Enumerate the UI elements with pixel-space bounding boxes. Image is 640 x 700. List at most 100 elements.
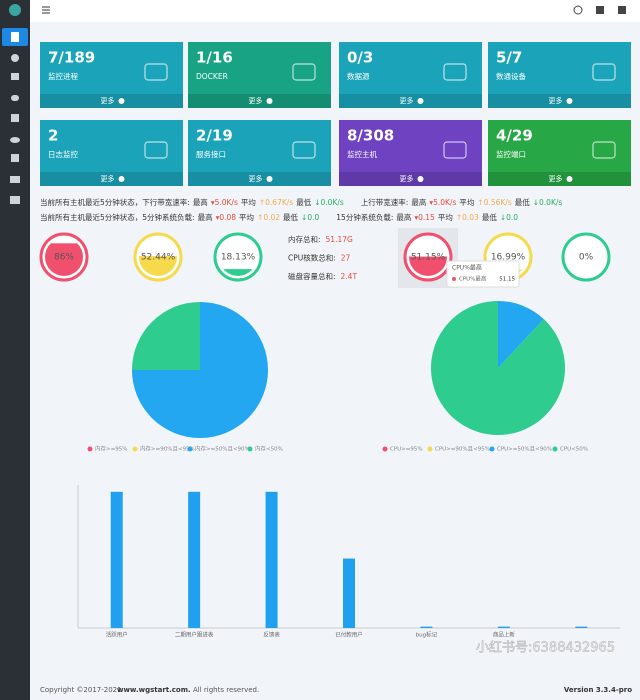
gauge-bg	[561, 232, 611, 282]
nav-icon[interactable]	[11, 114, 19, 122]
card-label: DOCKER	[196, 72, 228, 81]
tooltip-dot	[452, 277, 456, 281]
stat-text: 最低	[296, 198, 312, 207]
x-tick-label: bug标记	[416, 631, 438, 639]
legend-dot	[427, 446, 433, 452]
card[interactable]	[188, 42, 331, 108]
card-more[interactable]: 更多	[549, 96, 563, 105]
nav-icon[interactable]	[11, 95, 19, 101]
card-icon	[292, 141, 316, 159]
nav-icon[interactable]	[11, 73, 19, 80]
nav-icon[interactable]	[10, 196, 20, 204]
card-more[interactable]: 更多	[101, 96, 115, 105]
card[interactable]	[40, 42, 183, 108]
more-icon	[417, 176, 424, 182]
topbar	[30, 0, 640, 22]
nav-icon[interactable]	[10, 176, 20, 183]
card-label: 监控端口	[496, 149, 526, 159]
stat-text: 最低	[514, 198, 530, 207]
card-more[interactable]: 更多	[249, 96, 263, 105]
user-icon[interactable]	[573, 5, 583, 15]
gauge-fill	[45, 243, 83, 276]
stat-text: 上行带宽速率:	[360, 198, 409, 207]
legend-label[interactable]: 内存>=90%且<95%	[140, 445, 195, 453]
card-more[interactable]: 更多	[101, 174, 115, 183]
site-link[interactable]: www.wgstart.com.	[117, 686, 191, 694]
gauge-label: 51.15%	[411, 253, 446, 263]
card-value: 2	[48, 127, 58, 145]
bar	[420, 626, 433, 628]
gauge-fill	[139, 256, 177, 276]
pie-slice	[431, 301, 566, 435]
card-label: 监控进程	[48, 71, 78, 81]
legend-label[interactable]: CPU>=50%且<90%	[497, 446, 552, 453]
nav-icon	[11, 32, 19, 42]
tooltip-title: CPU%最高	[452, 264, 482, 272]
card[interactable]	[488, 42, 631, 108]
card-footer	[339, 172, 482, 186]
card-value: 7/189	[48, 49, 95, 67]
card-more[interactable]: 更多	[400, 174, 414, 183]
legend-label[interactable]: CPU>=90%且<95%	[435, 446, 490, 453]
stat-text: 5.0K/s	[429, 198, 456, 207]
nav-icon[interactable]	[11, 154, 19, 162]
card[interactable]	[339, 120, 482, 186]
watermark: 小红书号:6388432965	[476, 640, 615, 656]
legend-dot	[489, 446, 495, 452]
stat-text: 0.0	[500, 213, 518, 222]
card-label: 数通设备	[496, 71, 526, 81]
card-footer	[188, 94, 331, 108]
nav-icon[interactable]	[10, 137, 20, 143]
legend-dot	[132, 446, 138, 452]
card-value: 5/7	[496, 49, 522, 67]
legend-label[interactable]: 内存<50%	[255, 445, 283, 453]
legend-label[interactable]: CPU>=95%	[390, 447, 423, 453]
legend-label[interactable]: CPU<50%	[560, 447, 588, 453]
rights: All rights reserved.	[193, 686, 259, 694]
menu-button[interactable]	[42, 6, 50, 14]
pie-slice	[132, 302, 200, 370]
more-icon	[118, 176, 125, 182]
gauge-fill	[219, 269, 257, 276]
exit-icon[interactable]	[618, 6, 626, 14]
card-more[interactable]: 更多	[549, 174, 563, 183]
card-icon	[292, 63, 316, 81]
stat-text: 0.08	[216, 213, 236, 222]
tooltip-value: 51.15	[499, 277, 515, 283]
nav-icon[interactable]	[11, 54, 19, 62]
total-label: CPU核数总和:	[288, 253, 336, 263]
stat-text: 平均	[239, 213, 255, 222]
tooltip	[446, 260, 520, 288]
x-tick-label: 反馈表	[263, 631, 280, 639]
tooltip-name: CPU%最高	[459, 275, 487, 283]
stat-text: 0.03	[456, 213, 479, 222]
more-icon	[566, 176, 573, 182]
gauge-label: 52.44%	[141, 253, 176, 263]
bar	[265, 491, 278, 628]
bar	[110, 491, 123, 628]
stat-text: 最低	[283, 213, 299, 222]
card[interactable]	[339, 42, 482, 108]
card[interactable]	[488, 120, 631, 186]
stat-text: 最高	[411, 198, 427, 207]
bar	[188, 491, 201, 628]
total-label: 磁盘容量总和:	[288, 271, 336, 281]
card[interactable]	[40, 120, 183, 186]
stat-text: 0.0	[301, 213, 319, 222]
legend-dot	[87, 446, 93, 452]
card[interactable]	[188, 120, 331, 186]
gauge-label: 16.99%	[491, 253, 526, 263]
copyright: Copyright ©2017-2021	[40, 686, 122, 694]
lock-icon[interactable]	[596, 6, 604, 14]
x-tick-label: 二期用户跟进表	[175, 631, 214, 639]
card-more[interactable]: 更多	[249, 174, 263, 183]
legend-label[interactable]: 内存>=95%	[95, 445, 127, 453]
legend-label[interactable]: 内存>=50%且<90%	[195, 445, 250, 453]
gauge-label: 18.13%	[221, 253, 256, 263]
stat-text: 5.0K/s	[211, 198, 238, 207]
legend-dot	[552, 446, 558, 452]
more-icon	[417, 98, 424, 104]
card-more[interactable]: 更多	[400, 96, 414, 105]
more-icon	[266, 176, 273, 182]
